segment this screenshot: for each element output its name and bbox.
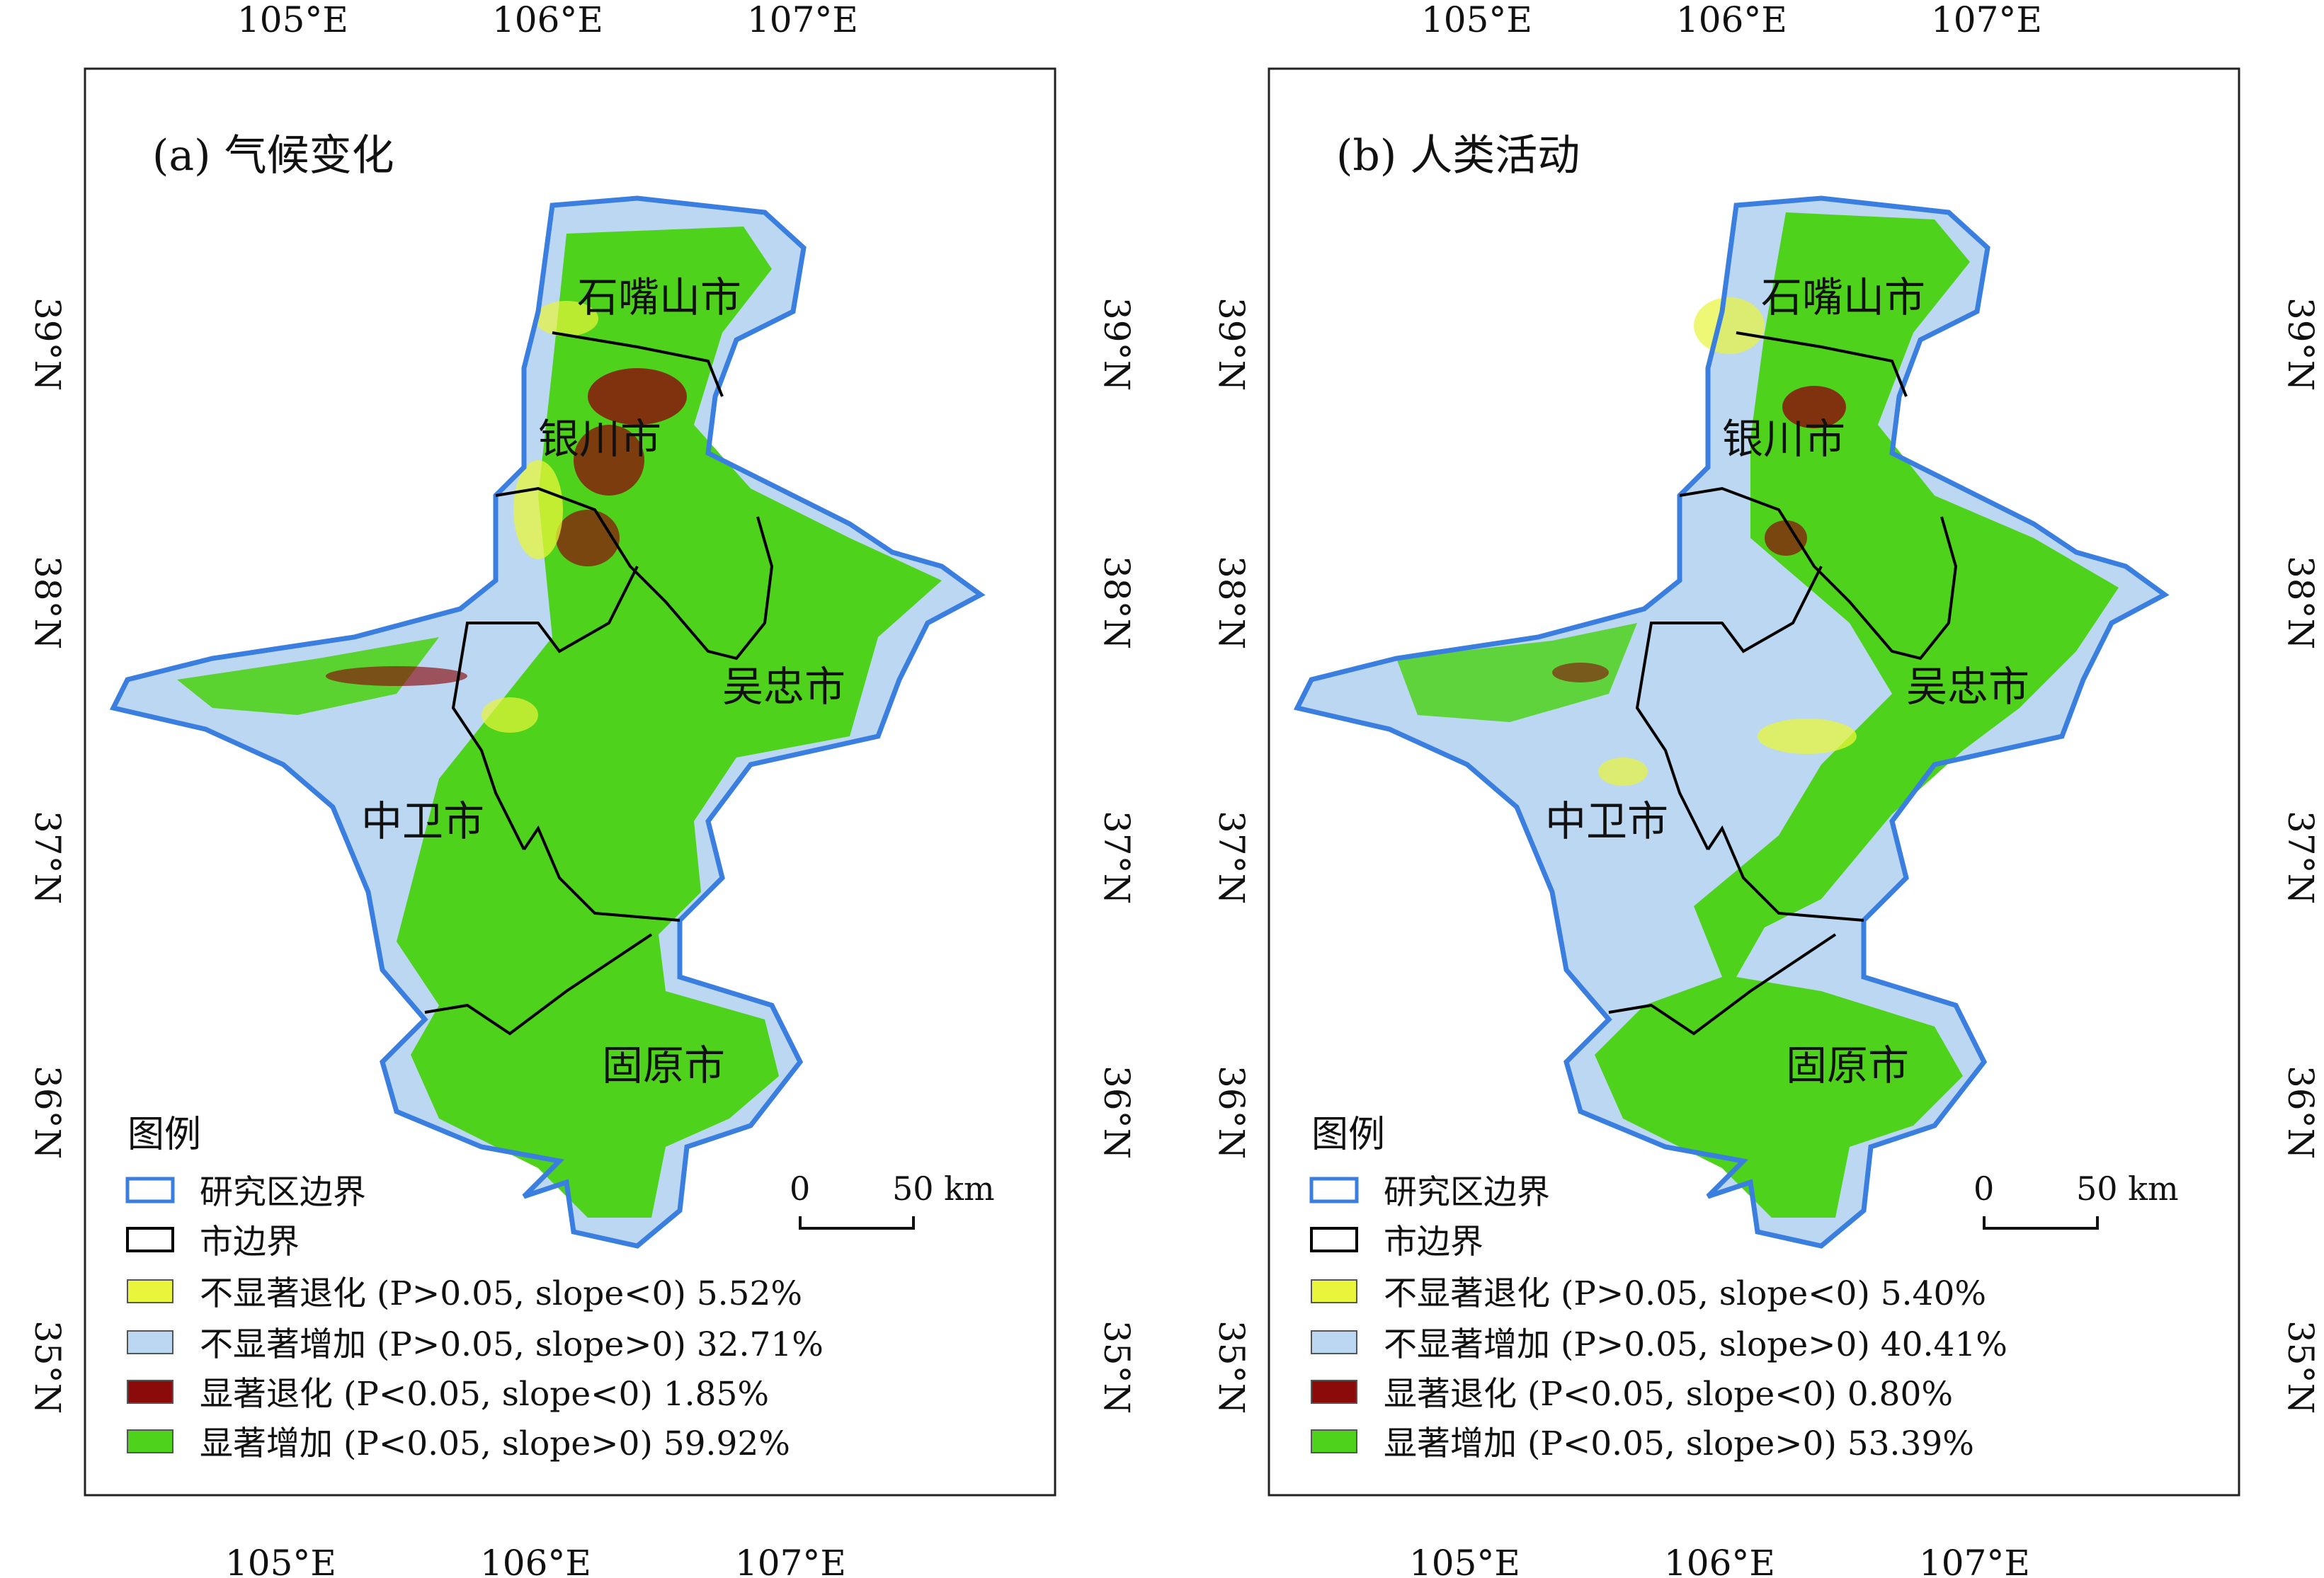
legend-swatch — [1311, 1279, 1357, 1303]
panel-title: (b) 人类活动 — [1336, 131, 1580, 181]
x-tick: 105°E — [225, 1543, 336, 1578]
legend-label: 显著增加 (P<0.05, slope>0) 59.92% — [200, 1424, 790, 1463]
y-tick: 38°N — [1211, 556, 1252, 649]
map-panel-climate: (a) 气候变化 石嘴山市 银川市 吴忠市 中卫市 固原市 105°E 106°… — [27, 0, 1137, 1578]
legend-swatch — [127, 1279, 173, 1303]
x-tick: 105°E — [237, 0, 348, 40]
legend-swatch — [1311, 1429, 1357, 1453]
legend: 图例 研究区边界 市边界 不显著退化 (P>0.05, slope<0) 5.5… — [125, 1114, 824, 1463]
legend: 图例 研究区边界 市边界 不显著退化 (P>0.05, slope<0) 5.4… — [1309, 1114, 2007, 1463]
y-tick: 38°N — [27, 556, 68, 649]
y-tick: 35°N — [2280, 1320, 2321, 1414]
ningxia-raster — [113, 198, 981, 1246]
x-tick: 105°E — [1409, 1543, 1520, 1578]
y-tick: 36°N — [1096, 1065, 1137, 1159]
city-label-yinchuan: 银川市 — [1722, 415, 1845, 463]
city-label-shizuishan: 石嘴山市 — [577, 273, 741, 321]
legend-swatch — [1311, 1330, 1357, 1354]
legend-swatch — [1311, 1380, 1357, 1404]
x-tick: 107°E — [1919, 1543, 2030, 1578]
y-tick: 38°N — [1096, 556, 1137, 649]
x-tick: 105°E — [1421, 0, 1532, 40]
legend-label: 市边界 — [1384, 1223, 1483, 1262]
y-tick: 35°N — [1096, 1320, 1137, 1414]
legend-swatch — [127, 1429, 173, 1453]
legend-swatch — [1310, 1227, 1358, 1252]
degrade-patches — [1552, 297, 1857, 786]
y-tick: 38°N — [2280, 556, 2321, 649]
x-tick: 106°E — [492, 0, 603, 40]
x-axis-bottom: 105°E 106°E 107°E — [225, 1543, 846, 1578]
y-axis-left: 39°N 38°N 37°N 36°N 35°N — [1211, 297, 1252, 1414]
x-axis-top: 105°E 106°E 107°E — [1421, 0, 2042, 40]
city-label-shizuishan: 石嘴山市 — [1761, 273, 1925, 321]
legend-swatch — [127, 1330, 173, 1354]
y-axis-right: 39°N 38°N 37°N 36°N 35°N — [1096, 297, 1137, 1414]
legend-label: 市边界 — [200, 1223, 300, 1262]
x-axis-bottom: 105°E 106°E 107°E — [1409, 1543, 2030, 1578]
legend-swatch — [125, 1177, 175, 1203]
y-tick: 37°N — [27, 811, 68, 904]
y-axis-right: 39°N 38°N 37°N 36°N 35°N — [2280, 297, 2321, 1414]
y-tick: 37°N — [1211, 811, 1252, 904]
x-tick: 107°E — [1931, 0, 2042, 40]
city-boundaries — [424, 331, 774, 1036]
degrade-patches — [326, 301, 687, 733]
legend-label: 显著退化 (P<0.05, slope<0) 1.85% — [200, 1375, 769, 1414]
y-tick: 37°N — [2280, 811, 2321, 904]
legend-swatch — [1309, 1177, 1359, 1203]
city-label-guyuan: 固原市 — [602, 1041, 725, 1090]
sig-increase-zone — [397, 227, 942, 1218]
y-tick: 36°N — [27, 1065, 68, 1159]
legend-label: 不显著退化 (P>0.05, slope<0) 5.52% — [200, 1274, 802, 1313]
city-boundaries — [1608, 331, 1958, 1036]
x-tick: 107°E — [735, 1543, 846, 1578]
map-panel-human: (b) 人类活动 石嘴山市 银川市 吴忠市 中卫市 固原市 105°E 106°… — [1211, 0, 2321, 1578]
legend-label: 研究区边界 — [1384, 1173, 1550, 1212]
legend-label: 显著增加 (P<0.05, slope>0) 53.39% — [1384, 1424, 1974, 1463]
scale-end: 50 km — [2076, 1170, 2179, 1208]
scale-bar: 0 50 km — [1973, 1170, 2179, 1230]
legend-label: 不显著增加 (P>0.05, slope>0) 40.41% — [1384, 1325, 2007, 1364]
scale-bar: 0 50 km — [790, 1170, 995, 1230]
city-label-zhongwei: 中卫市 — [1545, 797, 1668, 845]
x-axis-top: 105°E 106°E 107°E — [237, 0, 858, 40]
sig-increase-west — [1396, 623, 1637, 722]
y-tick: 35°N — [27, 1320, 68, 1414]
city-label-wuzhong: 吴忠市 — [722, 663, 845, 711]
x-tick: 106°E — [1676, 0, 1787, 40]
y-tick: 39°N — [1211, 297, 1252, 391]
y-tick: 36°N — [1211, 1065, 1252, 1159]
sig-increase-zone — [1595, 212, 2119, 1218]
panel-title: (a) 气候变化 — [152, 131, 394, 181]
legend-label: 显著退化 (P<0.05, slope<0) 0.80% — [1384, 1375, 1953, 1414]
y-tick: 37°N — [1096, 811, 1137, 904]
x-tick: 106°E — [1664, 1543, 1775, 1578]
scale-zero: 0 — [790, 1170, 810, 1208]
y-tick: 36°N — [2280, 1065, 2321, 1159]
scale-zero: 0 — [1973, 1170, 1994, 1208]
y-tick: 39°N — [1096, 297, 1137, 391]
y-tick: 39°N — [27, 297, 68, 391]
city-label-yinchuan: 银川市 — [538, 415, 661, 463]
x-tick: 106°E — [480, 1543, 591, 1578]
city-label-zhongwei: 中卫市 — [361, 797, 484, 845]
legend-label: 不显著增加 (P>0.05, slope>0) 32.71% — [200, 1325, 824, 1364]
city-label-wuzhong: 吴忠市 — [1906, 663, 2029, 711]
y-tick: 39°N — [2280, 297, 2321, 391]
legend-swatch — [126, 1227, 174, 1252]
sig-increase-west — [177, 637, 439, 715]
legend-heading: 图例 — [127, 1114, 201, 1156]
legend-heading: 图例 — [1311, 1114, 1385, 1156]
city-label-guyuan: 固原市 — [1786, 1041, 1909, 1090]
x-tick: 107°E — [747, 0, 858, 40]
scale-end: 50 km — [892, 1170, 995, 1208]
ningxia-raster — [1297, 198, 2165, 1246]
y-tick: 35°N — [1211, 1320, 1252, 1414]
legend-swatch — [127, 1380, 173, 1404]
y-axis-left: 39°N 38°N 37°N 36°N 35°N — [27, 297, 68, 1414]
legend-label: 研究区边界 — [200, 1173, 366, 1212]
legend-label: 不显著退化 (P>0.05, slope<0) 5.40% — [1384, 1274, 1986, 1313]
